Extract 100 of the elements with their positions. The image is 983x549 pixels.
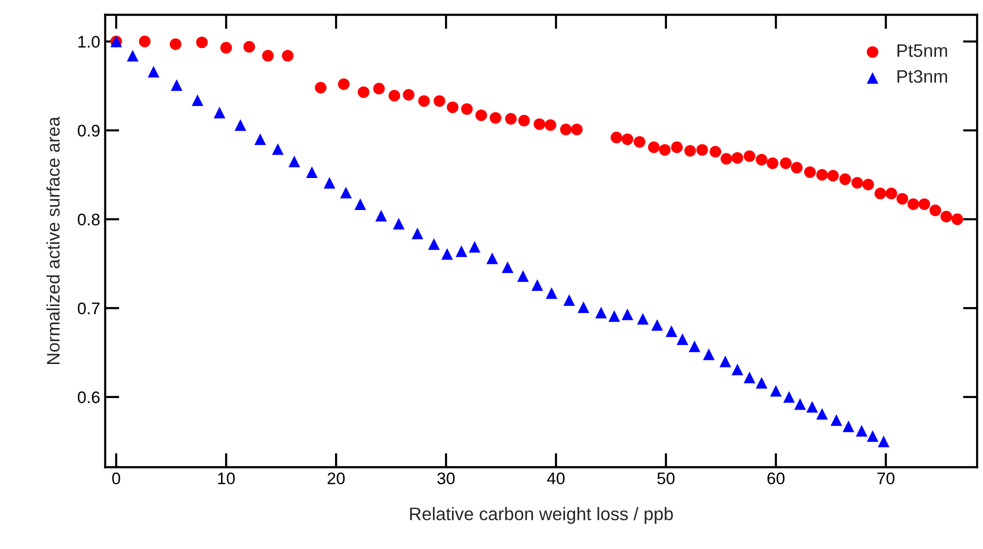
point xyxy=(842,420,854,432)
y-tick-label: 0.8 xyxy=(78,214,100,226)
point xyxy=(637,312,649,325)
y-tick-label: 1.0 xyxy=(78,36,100,48)
y-tick-label: 0.7 xyxy=(78,302,100,314)
point xyxy=(338,78,350,90)
x-tick-label: 20 xyxy=(328,472,345,484)
point xyxy=(428,238,440,250)
point xyxy=(505,112,517,125)
point xyxy=(486,252,498,264)
x-tick-label: 30 xyxy=(437,472,455,484)
x-tick-label: 50 xyxy=(657,472,675,484)
point xyxy=(502,261,514,274)
point xyxy=(756,376,768,389)
point xyxy=(794,398,806,410)
point xyxy=(412,228,424,240)
point xyxy=(720,356,732,368)
point xyxy=(243,41,256,53)
point xyxy=(234,119,246,131)
point xyxy=(659,144,671,156)
point xyxy=(744,372,756,384)
point xyxy=(546,287,558,299)
legend-label: Pt3nm xyxy=(898,70,948,83)
point xyxy=(806,400,818,413)
point xyxy=(262,50,274,62)
point xyxy=(192,94,204,106)
point xyxy=(940,210,952,222)
point xyxy=(595,306,607,318)
point xyxy=(196,36,208,48)
point xyxy=(306,166,318,178)
point xyxy=(534,118,546,130)
x-tick-label: 60 xyxy=(767,472,785,484)
point xyxy=(272,143,284,155)
point xyxy=(930,204,942,216)
point xyxy=(608,310,620,322)
point xyxy=(254,133,266,146)
point xyxy=(560,124,572,136)
point xyxy=(434,95,446,107)
point xyxy=(622,308,634,320)
legend-label: Pt5nm xyxy=(898,44,948,57)
point xyxy=(720,152,732,165)
point xyxy=(732,152,744,164)
x-tick-label: 70 xyxy=(877,472,894,484)
point xyxy=(874,188,886,200)
point xyxy=(288,156,300,168)
point xyxy=(375,210,387,222)
point xyxy=(866,430,878,442)
point xyxy=(456,245,468,258)
point xyxy=(780,157,792,170)
point xyxy=(732,364,744,376)
point xyxy=(766,157,778,170)
point xyxy=(126,50,138,62)
point xyxy=(744,150,756,162)
point xyxy=(710,146,722,158)
point xyxy=(282,50,294,62)
point xyxy=(770,384,782,397)
point xyxy=(358,86,370,98)
point xyxy=(402,89,414,101)
point xyxy=(468,240,480,253)
point xyxy=(571,124,583,136)
point xyxy=(392,218,405,230)
point xyxy=(634,136,646,148)
point xyxy=(671,141,683,154)
point xyxy=(138,36,151,48)
point xyxy=(170,38,182,50)
point xyxy=(563,294,575,306)
point xyxy=(340,186,352,198)
point xyxy=(676,333,688,346)
point xyxy=(666,325,678,338)
x-tick-label: 10 xyxy=(218,472,235,484)
point xyxy=(816,408,828,420)
point xyxy=(388,90,400,102)
point xyxy=(816,168,828,181)
point xyxy=(418,95,430,107)
point xyxy=(696,144,708,156)
point xyxy=(461,103,473,115)
point xyxy=(544,119,556,131)
point xyxy=(622,133,634,146)
point xyxy=(790,162,803,174)
point xyxy=(804,166,816,178)
point xyxy=(703,348,715,360)
point xyxy=(170,79,182,91)
point xyxy=(517,270,529,282)
point xyxy=(783,391,795,403)
point xyxy=(918,198,930,210)
point xyxy=(688,340,700,352)
point xyxy=(896,192,908,205)
point xyxy=(651,319,663,331)
point xyxy=(324,176,336,189)
y-tick-label: 0.9 xyxy=(78,124,100,137)
point xyxy=(856,424,868,437)
x-tick-label: 0 xyxy=(112,472,120,484)
point xyxy=(373,82,385,94)
point xyxy=(827,170,839,182)
point xyxy=(214,106,226,118)
point xyxy=(648,141,660,154)
point xyxy=(490,112,502,124)
point xyxy=(354,198,366,210)
point xyxy=(446,101,458,114)
point xyxy=(862,178,874,190)
